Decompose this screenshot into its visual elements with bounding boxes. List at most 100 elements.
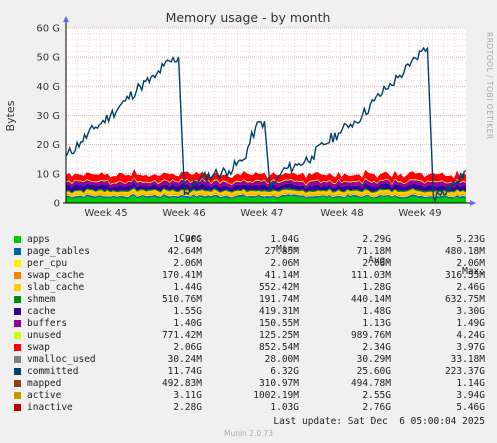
legend-max: 2.46G xyxy=(456,282,485,293)
legend-cur: 1.44G xyxy=(173,282,202,293)
legend-avg: 2.34G xyxy=(362,342,391,353)
legend-name: unused xyxy=(27,330,62,341)
legend-cur: 2.06M xyxy=(173,258,202,269)
legend-swatch xyxy=(14,332,21,339)
legend-max: 3.30G xyxy=(456,306,485,317)
area-swap xyxy=(66,169,466,185)
legend-max: 4.24G xyxy=(456,330,485,341)
legend-avg: 71.18M xyxy=(356,246,391,257)
y-tick-label: 10 G xyxy=(36,169,60,180)
area-apps xyxy=(66,196,466,203)
legend-col-min: Min: xyxy=(276,244,299,255)
area-cache xyxy=(66,181,466,193)
legend-name: swap xyxy=(27,342,50,353)
y-ticks: 0 10 G 20 G 30 G 40 G 50 G 60 G xyxy=(36,24,60,210)
legend-max: 5.46G xyxy=(456,402,485,413)
legend-max: 33.18M xyxy=(450,354,485,365)
legend-row-cache: cache 1.55G 419.31M 1.48G 3.30G xyxy=(0,306,497,317)
legend-name: swap_cache xyxy=(27,270,85,281)
axes xyxy=(63,16,476,206)
legend-cur: 3.11G xyxy=(173,390,202,401)
legend-avg: 25.60G xyxy=(356,366,391,377)
legend-max: 3.94G xyxy=(456,390,485,401)
legend-cur: 1.40G xyxy=(173,318,202,329)
y-tick-label: 60 G xyxy=(36,24,60,35)
legend-col-avg: Avg: xyxy=(368,255,391,266)
chart-title: Memory usage - by month xyxy=(166,10,331,25)
legend-row-unused: unused 771.42M 125.25M 989.76M 4.24G xyxy=(0,330,497,341)
y-tick-label: 30 G xyxy=(36,111,60,122)
legend-row-buffers: buffers 1.40G 150.55M 1.13G 1.49G xyxy=(0,318,497,329)
area-per_cpu xyxy=(66,193,466,198)
legend-max: 223.37G xyxy=(444,366,485,377)
legend-col-max: Max: xyxy=(462,266,485,277)
legend-row-shmem: shmem 510.76M 191.74M 440.14M 632.75M xyxy=(0,294,497,305)
legend-avg: 1.28G xyxy=(362,282,391,293)
legend-avg: 2.29G xyxy=(362,234,391,245)
legend-min: 28.00M xyxy=(264,354,299,365)
legend-cur: 492.83M xyxy=(161,378,202,389)
x-tick-label: Week 48 xyxy=(320,208,363,219)
y-axis-label: Bytes xyxy=(4,100,17,131)
y-axis-arrow xyxy=(63,16,69,22)
rrdtool-watermark: RRDTOOL / TOBI OETIKER xyxy=(485,32,494,140)
legend-avg: 2.76G xyxy=(362,402,391,413)
legend-avg: 2.55G xyxy=(362,390,391,401)
legend-name: active xyxy=(27,390,62,401)
legend-max: 1.14G xyxy=(456,378,485,389)
legend-row-vmalloc_used: vmalloc_used 30.24M 28.00M 30.29M 33.18M xyxy=(0,354,497,365)
legend-min: 150.55M xyxy=(258,318,299,329)
legend-swatch xyxy=(14,380,21,387)
area-slab_cache xyxy=(66,188,466,196)
legend-header: Cur: Min: Avg: Max: xyxy=(0,222,497,277)
legend-name: vmalloc_used xyxy=(27,354,96,365)
legend-row-mapped: mapped 492.83M 310.97M 494.78M 1.14G xyxy=(0,378,497,389)
legend-swatch xyxy=(14,404,21,411)
legend-min: 41.14M xyxy=(264,270,299,281)
legend-avg: 111.03M xyxy=(350,270,391,281)
legend-min: 27.85M xyxy=(264,246,299,257)
area-buffers xyxy=(66,178,466,189)
legend-row-inactive: inactive 2.28G 1.03G 2.76G 5.46G xyxy=(0,402,497,413)
legend-swatch xyxy=(14,320,21,327)
legend-cur: 510.76M xyxy=(161,294,202,305)
legend-swatch xyxy=(14,308,21,315)
y-tick-label: 40 G xyxy=(36,82,60,93)
x-tick-label: Week 49 xyxy=(398,208,441,219)
legend-swatch xyxy=(14,248,21,255)
legend-row-slab_cache: slab_cache 1.44G 552.42M 1.28G 2.46G xyxy=(0,282,497,293)
legend-min: 552.42M xyxy=(258,282,299,293)
legend-min: 310.97M xyxy=(258,378,299,389)
legend-avg: 1.13G xyxy=(362,318,391,329)
legend-cur: 1.55G xyxy=(173,306,202,317)
stack-layers xyxy=(66,169,466,203)
last-update: Last update: Sat Dec 6 05:00:04 2025 xyxy=(273,416,485,427)
legend-min: 1002.19M xyxy=(253,390,299,401)
area-shmem xyxy=(66,187,466,194)
x-tick-label: Week 47 xyxy=(240,208,283,219)
line-committed xyxy=(65,46,467,204)
legend-col-cur: Cur: xyxy=(179,233,202,244)
legend-avg: 1.48G xyxy=(362,306,391,317)
legend-avg: 989.76M xyxy=(350,330,391,341)
legend-min: 2.06M xyxy=(270,258,299,269)
legend-max: 632.75M xyxy=(444,294,485,305)
legend-row-page_tables: page_tables 42.64M 27.85M 71.18M 480.18M xyxy=(0,246,497,257)
footer: Munin 2.0.73 xyxy=(223,429,274,438)
legend-min: 1.03G xyxy=(270,402,299,413)
x-tick-label: Week 46 xyxy=(162,208,205,219)
legend-name: committed xyxy=(27,366,79,377)
legend-avg: 440.14M xyxy=(350,294,391,305)
x-axis-arrow xyxy=(470,200,476,206)
legend-row-active: active 3.11G 1002.19M 2.55G 3.94G xyxy=(0,390,497,401)
legend-name: apps xyxy=(27,234,50,245)
legend-cur: 1.90G xyxy=(173,234,202,245)
legend-swatch xyxy=(14,284,21,291)
legend-name: per_cpu xyxy=(27,258,68,269)
legend-cur: 2.28G xyxy=(173,402,202,413)
legend-cur: 771.42M xyxy=(161,330,202,341)
legend-row-per_cpu: per_cpu 2.06M 2.06M 2.06M 2.06M xyxy=(0,258,497,269)
y-tick-label: 50 G xyxy=(36,53,60,64)
x-ticks: Week 45 Week 46 Week 47 Week 48 Week 49 xyxy=(84,208,441,219)
legend-name: mapped xyxy=(27,378,62,389)
